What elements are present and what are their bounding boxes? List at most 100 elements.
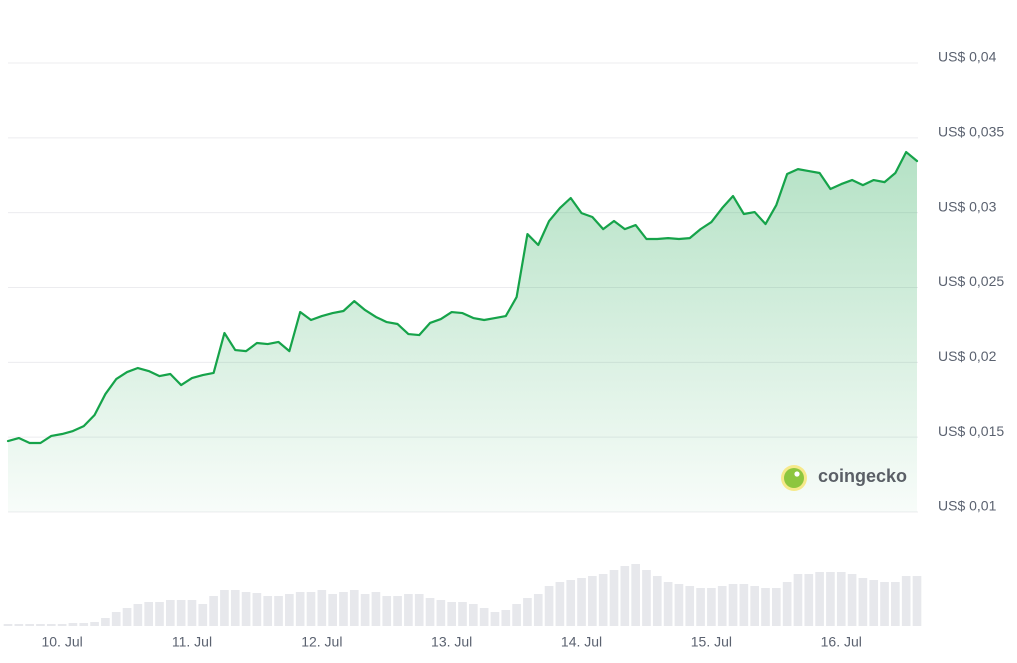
x-tick-label: 16. Jul <box>821 634 862 650</box>
volume-bar <box>295 592 305 626</box>
volume-bar <box>25 624 34 626</box>
volume-bar <box>122 608 132 626</box>
volume-bar <box>263 596 273 626</box>
volume-bar <box>133 604 143 626</box>
volume-bar <box>566 580 576 626</box>
volume-bar <box>252 593 262 626</box>
volume-bars <box>3 564 922 626</box>
volume-bar <box>523 598 532 626</box>
volume-bar <box>555 582 565 626</box>
volume-bar <box>707 588 716 626</box>
volume-bar <box>176 600 186 626</box>
price-line <box>6 150 919 445</box>
volume-bar <box>14 624 24 626</box>
y-tick-label: US$ 0,01 <box>938 498 997 514</box>
volume-bar <box>220 590 229 626</box>
volume-bar <box>382 596 392 626</box>
volume-bar <box>642 570 651 626</box>
volume-bar <box>663 582 673 626</box>
volume-bar <box>696 588 705 626</box>
volume-bar <box>836 572 846 626</box>
volume-bar <box>588 576 597 626</box>
volume-bar <box>155 602 164 626</box>
volume-bar <box>577 578 586 626</box>
volume-bar <box>328 594 337 626</box>
volume-bar <box>187 600 197 626</box>
volume-bar <box>90 622 99 626</box>
volume-bar <box>79 623 89 626</box>
volume-bar <box>880 582 889 626</box>
volume-bar <box>393 596 402 626</box>
volume-bar <box>501 610 511 626</box>
x-tick-label: 12. Jul <box>301 634 342 650</box>
y-tick-label: US$ 0,035 <box>938 124 1004 140</box>
volume-bar <box>165 600 175 626</box>
volume-bar <box>317 590 327 626</box>
logo-eye <box>794 471 800 477</box>
volume-bar <box>349 590 359 626</box>
volume-bar <box>652 576 662 626</box>
x-tick-label: 15. Jul <box>691 634 732 650</box>
price-line-group <box>6 150 919 513</box>
volume-bar <box>306 592 316 626</box>
volume-bar <box>436 600 446 626</box>
volume-bar <box>111 612 121 626</box>
volume-bar <box>912 576 922 626</box>
volume-bar <box>274 596 283 626</box>
volume-bar <box>36 624 45 626</box>
volume-bar <box>728 584 738 626</box>
volume-bar <box>360 594 370 626</box>
volume-bar <box>479 608 489 626</box>
volume-bar <box>371 592 381 626</box>
x-tick-label: 14. Jul <box>561 634 602 650</box>
y-tick-label: US$ 0,04 <box>938 49 997 65</box>
volume-bar <box>761 588 770 626</box>
volume-bar <box>198 604 208 626</box>
volume-bar <box>598 574 608 626</box>
volume-bar <box>685 586 695 626</box>
x-tick-label: 10. Jul <box>41 634 82 650</box>
y-tick-label: US$ 0,025 <box>938 273 1004 289</box>
volume-bar <box>869 580 879 626</box>
volume-bar <box>241 592 251 626</box>
volume-bar <box>468 604 478 626</box>
x-tick-label: 13. Jul <box>431 634 472 650</box>
volume-bar <box>609 570 619 626</box>
volume-bar <box>544 586 554 626</box>
volume-bar <box>339 592 348 626</box>
volume-bar <box>739 584 749 626</box>
volume-bar <box>620 566 630 626</box>
volume-bar <box>631 564 640 626</box>
volume-bar <box>533 594 543 626</box>
volume-bar <box>717 586 727 626</box>
volume-bar <box>901 576 911 626</box>
volume-bar <box>674 584 684 626</box>
volume-bar <box>771 588 781 626</box>
volume-bar <box>285 594 294 626</box>
watermark-text: coingecko <box>818 466 907 486</box>
volume-bar <box>447 602 457 626</box>
y-tick-label: US$ 0,03 <box>938 198 997 214</box>
volume-bar <box>490 612 500 626</box>
volume-bar <box>404 594 413 626</box>
volume-bar <box>57 624 67 626</box>
volume-bar <box>858 578 868 626</box>
volume-bar <box>144 602 154 626</box>
price-area <box>8 152 917 513</box>
volume-bar <box>414 594 424 626</box>
volume-bar <box>209 596 218 626</box>
labels: US$ 0,01 US$ 0,015 US$ 0,02 US$ 0,025 US$ 0,… <box>41 49 1004 650</box>
volume-bar <box>826 572 835 626</box>
volume-bar <box>793 574 803 626</box>
volume-bar <box>512 604 521 626</box>
volume-bar <box>804 574 814 626</box>
y-tick-label: US$ 0,015 <box>938 423 1004 439</box>
volume-bar <box>750 586 760 626</box>
volume-bar <box>230 590 240 626</box>
volume-bar <box>847 574 857 626</box>
watermark: coingecko <box>781 465 907 491</box>
volume-bar <box>458 602 467 626</box>
volume-bar <box>425 598 435 626</box>
